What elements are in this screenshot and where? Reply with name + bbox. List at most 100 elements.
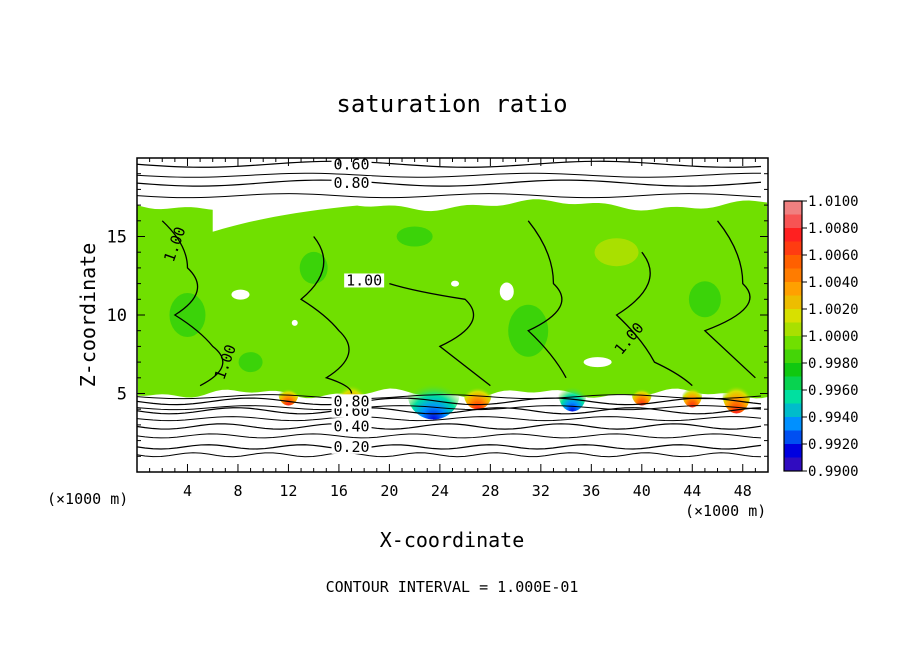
- colorbar-label: 1.0000: [808, 329, 859, 345]
- x-tick-label: 16: [330, 482, 348, 500]
- colorbar-label: 0.9980: [808, 356, 859, 372]
- contour-label-mask: [331, 158, 372, 172]
- contour-label: 0.20: [333, 438, 369, 456]
- x-tick-label: 24: [431, 482, 449, 500]
- y-axis: 5 10 15: [107, 173, 768, 457]
- colorbar-label: 0.9900: [808, 464, 859, 480]
- contour-line: [703, 220, 756, 379]
- dry-pocket: [291, 319, 298, 326]
- saturation-field: [137, 181, 768, 420]
- contour-interval-note: CONTOUR INTERVAL = 1.000E-01: [326, 578, 579, 596]
- y-tick-label: 10: [107, 306, 127, 326]
- contour-label: 0.80: [333, 174, 369, 192]
- dry-pocket: [451, 280, 460, 287]
- colorbar-swatch: [784, 255, 802, 282]
- colorbar-swatch: [784, 214, 802, 228]
- colorbar-swatch: [784, 268, 802, 282]
- colorbar-swatch: [784, 349, 802, 363]
- colorbar-label: 0.9920: [808, 437, 859, 453]
- y-tick-label: 5: [117, 385, 127, 405]
- surface-cell: [407, 367, 460, 420]
- colorbar-swatch: [784, 241, 802, 255]
- colorbar-label: 1.0020: [808, 302, 859, 318]
- colorbar-swatch: [784, 282, 802, 309]
- colorbar: 1.0100 1.0080 1.0060 1.0040 1.0020 1.0000 0.99…: [783, 194, 859, 480]
- x-tick-label: 8: [233, 482, 242, 500]
- x-tick-label: 4: [183, 482, 192, 500]
- colorbar-swatch: [784, 417, 802, 444]
- contour-label-mask: [331, 439, 372, 454]
- contour-label: 0.60: [333, 155, 369, 173]
- x-tick-label: 36: [582, 482, 600, 500]
- field-patch: [396, 226, 433, 247]
- colorbar-label: 1.0040: [808, 275, 859, 291]
- contour-line: [137, 416, 762, 422]
- field-patch: [688, 281, 721, 318]
- contour-line: [137, 452, 762, 458]
- field-patch: [238, 352, 263, 373]
- chart-title: saturation ratio: [336, 90, 567, 118]
- surface-cell: [278, 381, 299, 406]
- contour-line: [615, 251, 693, 387]
- x-units-label: (×1000 m): [685, 502, 766, 520]
- contour-line: [137, 405, 762, 411]
- colorbar-swatch: [784, 201, 802, 228]
- surface-cell: [463, 377, 492, 410]
- y-units-label: (×1000 m): [47, 490, 128, 508]
- contour-line: [137, 397, 762, 406]
- contour-label: 0.40: [333, 417, 369, 435]
- contour-line: [389, 282, 491, 387]
- y-axis-label: Z-coordinate: [76, 243, 100, 388]
- colorbar-label: 0.9960: [808, 383, 859, 399]
- x-tick-label: 12: [279, 482, 297, 500]
- contour-label-mask: [331, 176, 372, 191]
- contour-label-mask: [331, 419, 372, 434]
- dry-pocket: [583, 357, 612, 368]
- colorbar-label: 1.0100: [808, 194, 859, 210]
- contour-line: [137, 394, 762, 400]
- contour-label: 1.00: [346, 271, 382, 289]
- colorbar-swatch: [784, 390, 802, 417]
- colorbar-label: 1.0060: [808, 248, 859, 264]
- colorbar-label: 1.0080: [808, 221, 859, 237]
- colorbar-swatch: [784, 363, 802, 390]
- contour-label: 0.80: [333, 392, 369, 410]
- x-tick-label: 20: [380, 482, 398, 500]
- surface-cell: [722, 373, 751, 414]
- contour-line: [161, 220, 224, 387]
- colorbar-swatch: [784, 403, 802, 417]
- x-axis-label: X-coordinate: [380, 528, 525, 552]
- colorbar-label: 0.9940: [808, 410, 859, 426]
- x-tick-label: 40: [633, 482, 651, 500]
- field-patch: [594, 238, 639, 267]
- x-axis: 4 8 12 16 20 24 28 32 36 40 44 48: [149, 158, 756, 500]
- x-tick-label: 44: [683, 482, 701, 500]
- contour-line: [137, 160, 762, 168]
- colorbar-swatch: [784, 430, 802, 444]
- contour-line: [137, 407, 762, 415]
- plot-area: 0.200.400.600.801.001.001.001.000.800.60: [137, 155, 768, 472]
- dry-pocket: [499, 282, 514, 301]
- colorbar-swatch: [784, 457, 802, 471]
- contour-line: [527, 220, 567, 379]
- colorbar-swatch: [784, 309, 802, 336]
- x-tick-label: 32: [532, 482, 550, 500]
- colorbar-swatch: [784, 295, 802, 309]
- colorbar-swatch: [784, 336, 802, 363]
- contour-line: [137, 193, 762, 199]
- contour-line: [137, 179, 762, 187]
- surface-cell: [631, 381, 652, 406]
- colorbar-swatch: [784, 376, 802, 390]
- contour-line: [137, 172, 762, 178]
- contour-line: [137, 433, 762, 439]
- dry-pocket: [231, 289, 250, 300]
- contour-label-mask: [331, 394, 372, 409]
- x-tick-label: 28: [481, 482, 499, 500]
- dry-intrusion: [212, 181, 642, 232]
- colorbar-swatch: [784, 228, 802, 255]
- colorbar-swatch: [784, 444, 802, 471]
- x-tick-label: 48: [734, 482, 752, 500]
- surface-cell: [682, 379, 703, 408]
- y-tick-label: 15: [107, 228, 127, 248]
